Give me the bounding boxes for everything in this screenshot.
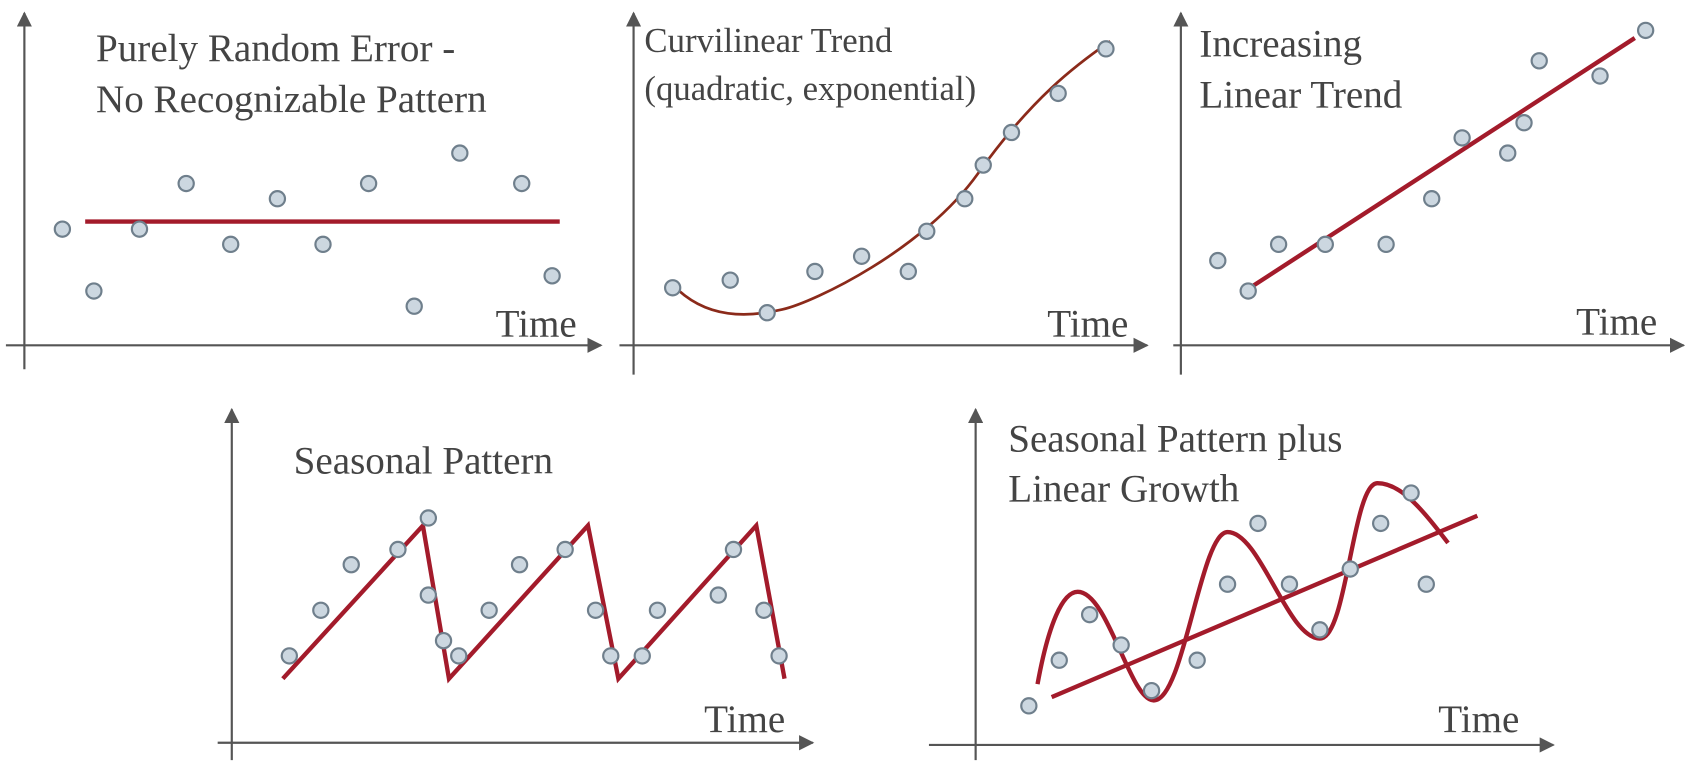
panel-linear: Increasing Linear Trend Time bbox=[1173, 11, 1686, 375]
points bbox=[280, 509, 788, 665]
panel-seasonal: Seasonal Pattern Time bbox=[217, 407, 815, 761]
x-axis-label: Time bbox=[496, 303, 577, 346]
panel-title: No Recognizable Pattern bbox=[96, 78, 487, 121]
panel-title: Seasonal Pattern plus bbox=[1008, 418, 1342, 461]
x-axis-label: Time bbox=[704, 698, 785, 741]
panel-title: (quadratic, exponential) bbox=[644, 69, 976, 108]
points bbox=[1020, 484, 1435, 715]
points bbox=[53, 144, 561, 315]
panel-title: Increasing bbox=[1199, 22, 1362, 65]
panel-title: Linear Growth bbox=[1008, 468, 1240, 511]
panel-title: Linear Trend bbox=[1199, 74, 1402, 117]
panel-curvilinear: Curvilinear Trend (quadratic, exponentia… bbox=[619, 11, 1149, 375]
trend-line bbox=[1050, 513, 1479, 700]
panel-seasonal-growth: Seasonal Pattern plus Linear Growth Time bbox=[928, 407, 1555, 761]
panel-title: Curvilinear Trend bbox=[644, 21, 892, 60]
panel-title: Seasonal Pattern bbox=[294, 439, 553, 482]
panel-random: Purely Random Error - No Recognizable Pa… bbox=[5, 11, 603, 370]
seasonal-line bbox=[281, 520, 787, 684]
x-axis-label: Time bbox=[1047, 303, 1128, 346]
x-axis-label: Time bbox=[1576, 300, 1657, 343]
points bbox=[663, 40, 1115, 322]
trend-curve bbox=[671, 40, 1112, 316]
seasonal-wave bbox=[1035, 481, 1450, 703]
panel-title: Purely Random Error - bbox=[96, 27, 455, 70]
trend-line bbox=[1240, 36, 1636, 296]
points bbox=[1209, 21, 1655, 300]
x-axis-label: Time bbox=[1438, 698, 1519, 741]
